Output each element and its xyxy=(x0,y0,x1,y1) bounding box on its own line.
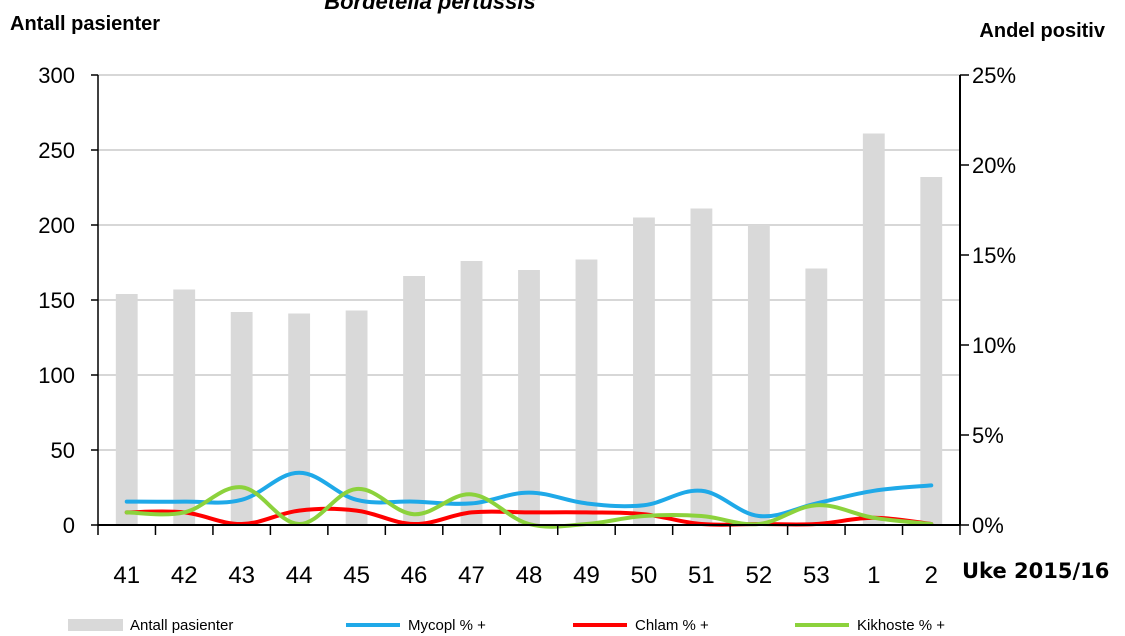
right-axis-title: Andel positiv xyxy=(979,20,1105,42)
bar-49 xyxy=(575,259,598,525)
bar-42 xyxy=(173,289,196,525)
left-tick-label-4: 200 xyxy=(38,213,75,238)
bar-41 xyxy=(115,294,138,525)
bar-43 xyxy=(230,312,253,525)
legend-label-antall-pasienter: Antall pasienter xyxy=(130,617,233,634)
bar-48 xyxy=(518,270,540,525)
bar-51 xyxy=(690,208,713,525)
right-tick-label-0: 0% xyxy=(972,513,1004,538)
bar-44 xyxy=(288,313,311,525)
legend: Antall pasienter Mycopl % + Chlam % + Kikho… xyxy=(68,617,945,634)
legend-label-chlam: Chlam % + xyxy=(635,617,709,634)
chart-title: Bordetella pertussis xyxy=(324,0,536,14)
left-axis-ticks: 0 50 100 150 200 250 300 xyxy=(38,63,98,538)
x-tick-label-2: 2 xyxy=(925,562,938,589)
legend-label-mycopl: Mycopl % + xyxy=(408,617,486,634)
x-tick-label-50: 50 xyxy=(631,562,658,589)
bar-53 xyxy=(805,268,828,525)
x-tick-label-1: 1 xyxy=(867,562,880,589)
x-tick-label-49: 49 xyxy=(573,562,600,589)
bar-45 xyxy=(345,310,368,525)
x-tick-label-45: 45 xyxy=(343,562,370,589)
right-tick-label-4: 20% xyxy=(972,153,1016,178)
left-tick-label-5: 250 xyxy=(38,138,75,163)
bar-47 xyxy=(460,261,483,525)
legend-swatch-antall-pasienter xyxy=(68,619,123,631)
left-axis-title: Antall pasienter xyxy=(10,13,160,35)
right-axis-ticks: 0% 5% 10% 15% 20% 25% xyxy=(960,63,1016,538)
left-tick-label-0: 0 xyxy=(63,513,75,538)
bar-46 xyxy=(403,276,425,525)
x-axis-ticks: 41 42 43 44 45 46 47 48 49 50 51 52 53 1 2 xyxy=(97,525,961,589)
left-tick-label-1: 50 xyxy=(51,438,75,463)
bar-50 xyxy=(633,217,655,525)
x-tick-label-44: 44 xyxy=(286,562,313,589)
line-kikhoste xyxy=(124,485,934,529)
x-tick-label-52: 52 xyxy=(746,562,773,589)
x-tick-label-41: 41 xyxy=(113,562,140,589)
x-tick-label-47: 47 xyxy=(458,562,485,589)
right-tick-label-2: 10% xyxy=(972,333,1016,358)
right-tick-label-5: 25% xyxy=(972,63,1016,88)
right-tick-label-1: 5% xyxy=(972,423,1004,448)
x-tick-label-43: 43 xyxy=(228,562,255,589)
left-tick-label-3: 150 xyxy=(38,288,75,313)
x-axis-title: Uke 2015/16 xyxy=(962,559,1109,583)
x-tick-label-51: 51 xyxy=(688,562,715,589)
right-tick-label-3: 15% xyxy=(972,243,1016,268)
bar-1 xyxy=(862,133,885,525)
x-tick-label-42: 42 xyxy=(171,562,198,589)
bar-2 xyxy=(920,177,943,525)
bar-series-antall-pasienter xyxy=(115,133,943,525)
left-tick-label-6: 300 xyxy=(38,63,75,88)
x-tick-label-53: 53 xyxy=(803,562,830,589)
x-tick-label-48: 48 xyxy=(516,562,543,589)
legend-label-kikhoste: Kikhoste % + xyxy=(857,617,945,634)
left-tick-label-2: 100 xyxy=(38,363,75,388)
x-tick-label-46: 46 xyxy=(401,562,428,589)
bar-52 xyxy=(747,225,770,525)
